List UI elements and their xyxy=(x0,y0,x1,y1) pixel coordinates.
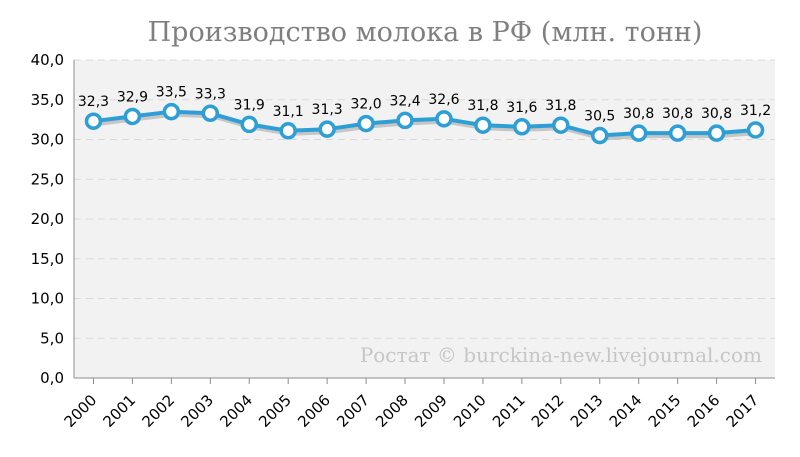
data-label: 32,4 xyxy=(389,93,420,109)
x-tick-label: 2009 xyxy=(411,391,451,431)
data-point xyxy=(668,124,687,142)
data-label: 30,8 xyxy=(623,106,654,122)
data-label: 31,8 xyxy=(467,98,498,114)
data-label: 31,2 xyxy=(740,103,771,119)
data-point xyxy=(552,116,570,134)
x-tick-label: 2005 xyxy=(255,391,295,431)
x-tick-label: 2003 xyxy=(177,391,217,431)
data-label: 31,9 xyxy=(234,97,265,113)
data-label: 30,8 xyxy=(701,106,732,122)
x-tick-label: 2016 xyxy=(684,391,724,431)
y-tick-label: 35,0 xyxy=(31,91,64,109)
watermark-text: Ростат © burckina-new.livejournal.com xyxy=(360,343,762,367)
data-label: 32,0 xyxy=(350,97,381,113)
x-tick-label: 2010 xyxy=(450,391,490,431)
x-tick-label: 2001 xyxy=(100,391,140,431)
data-label: 31,1 xyxy=(273,104,304,120)
y-tick-label: 40,0 xyxy=(31,51,64,69)
data-point xyxy=(318,120,336,138)
data-point xyxy=(474,116,492,134)
data-label: 33,3 xyxy=(195,86,226,102)
data-point xyxy=(513,118,531,136)
data-point xyxy=(435,110,453,128)
data-label: 30,5 xyxy=(584,109,615,125)
data-point xyxy=(746,121,765,139)
x-tick-label: 2013 xyxy=(567,391,607,431)
x-tick-label: 2015 xyxy=(645,391,685,431)
data-point xyxy=(279,122,297,140)
y-tick-label: 30,0 xyxy=(31,131,64,149)
axes xyxy=(73,60,775,379)
x-tick-label: 2017 xyxy=(723,391,763,431)
x-tick-label: 2004 xyxy=(216,391,256,431)
data-label: 32,3 xyxy=(78,94,109,110)
y-tick-label: 5,0 xyxy=(40,329,64,347)
y-tick-label: 15,0 xyxy=(31,250,64,268)
x-tick-label: 2011 xyxy=(489,391,529,431)
data-label: 33,5 xyxy=(156,85,187,101)
data-point xyxy=(123,107,142,126)
data-point xyxy=(84,112,103,130)
y-tick-label: 0,0 xyxy=(40,369,64,387)
data-point xyxy=(162,102,181,121)
data-point xyxy=(591,126,609,145)
data-point xyxy=(357,114,375,133)
x-tick-label: 2006 xyxy=(294,391,334,431)
grid-lines xyxy=(74,59,775,339)
chart-title: Производство молока в РФ (млн. тонн) xyxy=(148,17,703,48)
data-label: 31,8 xyxy=(545,98,576,114)
y-tick-label: 20,0 xyxy=(31,210,64,228)
x-tick-label: 2008 xyxy=(372,391,412,431)
x-tick-label: 2002 xyxy=(138,391,178,431)
data-point xyxy=(201,104,220,123)
data-label: 30,8 xyxy=(662,106,693,122)
data-point xyxy=(707,124,726,142)
x-tick-label: 2014 xyxy=(606,391,646,431)
data-label: 31,3 xyxy=(312,102,343,118)
y-axis-ticks: 0,0 5,0 10,0 15,0 20,0 25,0 30,0 35,0 40,0 xyxy=(31,51,64,387)
x-tick-label: 2000 xyxy=(61,391,101,431)
data-label: 31,6 xyxy=(506,100,537,116)
data-point xyxy=(629,124,648,142)
point-layer xyxy=(84,102,765,145)
data-label-layer: 32,3 32,9 33,5 33,3 31,9 31,1 31,3 32,0 32,4 32,6… xyxy=(78,85,771,125)
data-point xyxy=(240,115,258,134)
y-tick-label: 10,0 xyxy=(31,290,64,308)
x-axis-ticks: 2000 2001 2002 2003 2004 2005 2006 2007 2008 2009… xyxy=(61,378,763,431)
x-tick-label: 2012 xyxy=(528,391,568,431)
x-tick-label: 2007 xyxy=(333,391,373,431)
data-label: 32,6 xyxy=(428,92,459,108)
data-point xyxy=(396,111,414,130)
data-label: 32,9 xyxy=(117,89,148,105)
y-tick-label: 25,0 xyxy=(31,170,64,188)
